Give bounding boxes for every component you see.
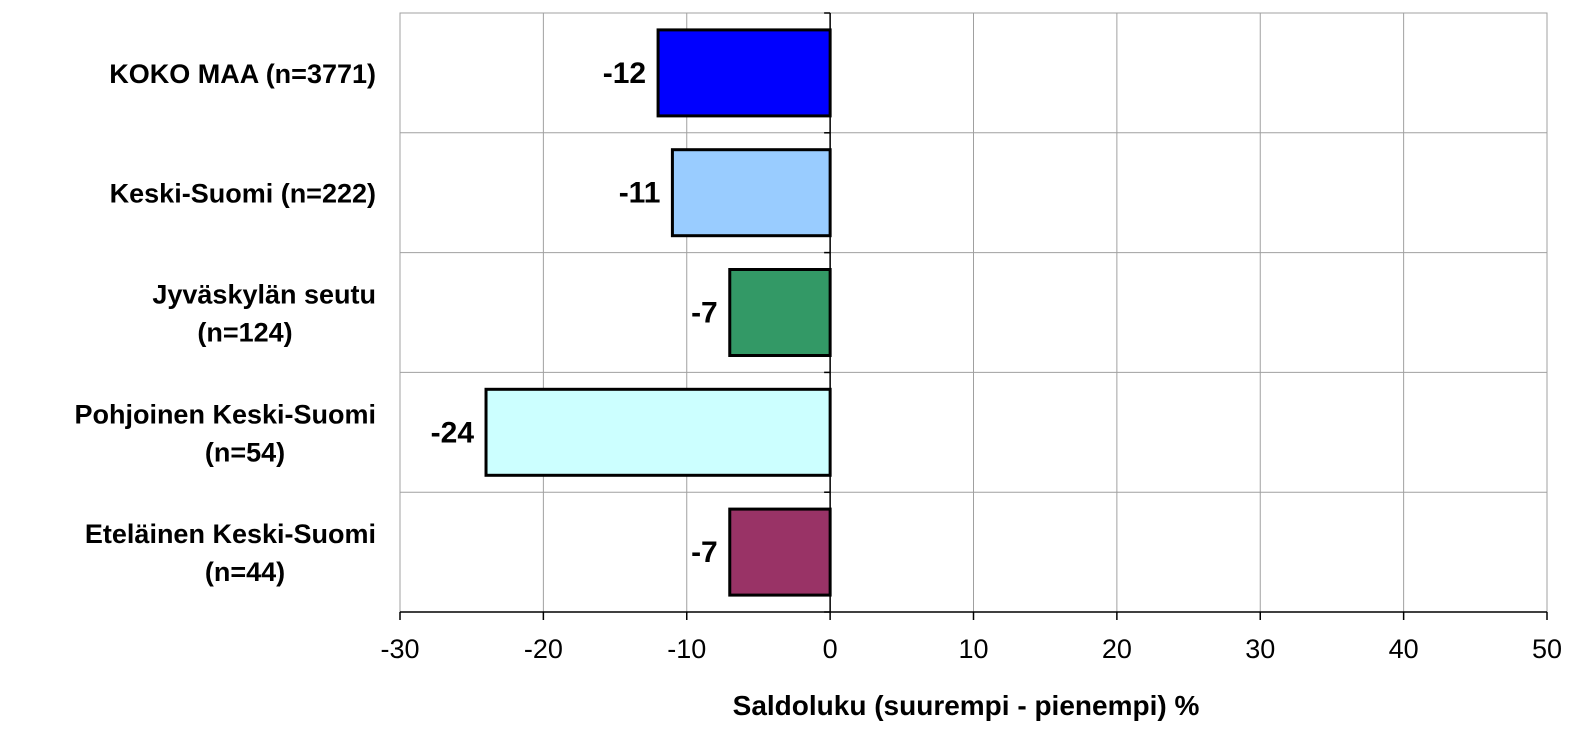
bar <box>728 268 832 357</box>
data-label: -7 <box>691 536 718 569</box>
bar <box>656 28 832 118</box>
data-label: -24 <box>431 416 475 449</box>
x-tick-label: 20 <box>1102 634 1132 664</box>
bar <box>484 387 832 477</box>
x-tick-label: 40 <box>1389 634 1419 664</box>
x-tick-label: 50 <box>1532 634 1562 664</box>
data-label: -7 <box>691 297 718 330</box>
category-label: Keski-Suomi (n=222) <box>110 179 376 209</box>
data-labels: -12 -11 -7 -24 -7 <box>431 57 718 569</box>
x-tick-label: -10 <box>667 634 706 664</box>
category-label: (n=124) <box>197 318 292 348</box>
data-label: -12 <box>603 57 646 90</box>
x-tick-label: 0 <box>823 634 838 664</box>
category-label: Eteläinen Keski-Suomi <box>85 519 376 549</box>
gridlines <box>399 12 1548 613</box>
category-label: KOKO MAA (n=3771) <box>109 59 376 89</box>
bars <box>484 28 832 597</box>
x-tick-label: 30 <box>1245 634 1275 664</box>
category-label: Jyväskylän seutu <box>152 280 376 310</box>
x-axis-title: Saldoluku (suurempi - pienempi) % <box>733 690 1200 721</box>
tick-labels: -30 -20 -10 0 10 20 30 40 50 <box>380 634 1562 664</box>
axes <box>399 12 1548 620</box>
x-tick-label: 10 <box>958 634 988 664</box>
category-label: Pohjoinen Keski-Suomi <box>74 399 376 429</box>
category-label: (n=44) <box>205 557 285 587</box>
data-label: -11 <box>619 177 661 210</box>
x-tick-label: -30 <box>380 634 419 664</box>
category-label: (n=54) <box>205 437 285 467</box>
bar <box>670 148 832 238</box>
category-labels: KOKO MAA (n=3771) Keski-Suomi (n=222) Jyvä… <box>74 59 376 587</box>
bar <box>728 507 832 597</box>
x-tick-label: -20 <box>524 634 563 664</box>
